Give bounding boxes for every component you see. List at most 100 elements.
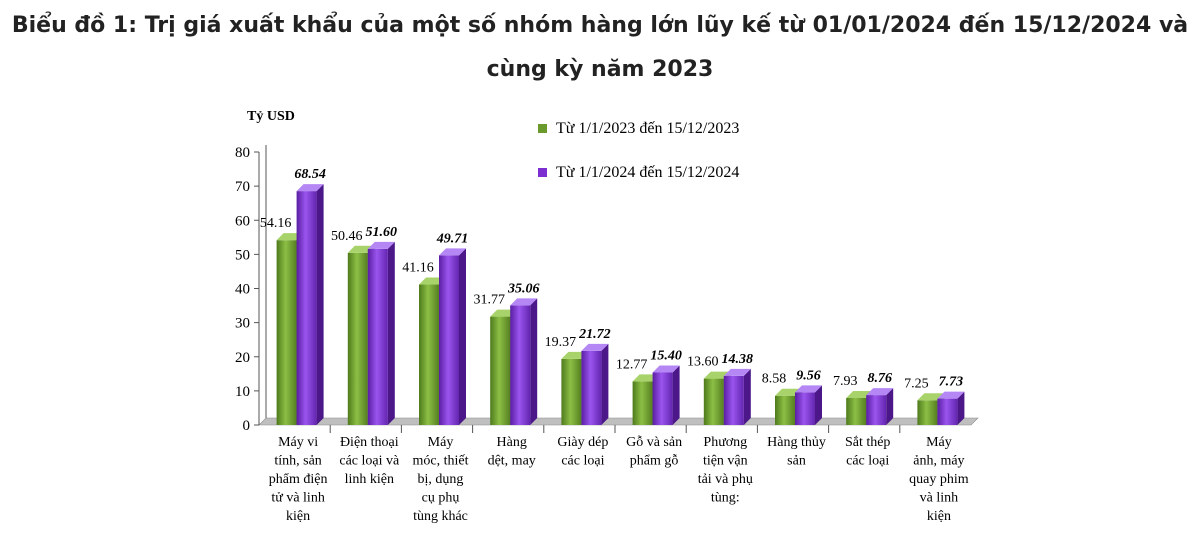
- data-label: 13.60: [687, 355, 719, 370]
- x-tick-label: bị, dụng: [418, 472, 464, 487]
- x-tick-label: phẩm điện: [269, 472, 328, 487]
- bar: [561, 358, 582, 425]
- x-tick-label: tùng khác: [413, 509, 468, 524]
- bar-side: [957, 391, 965, 425]
- bar-side: [459, 248, 466, 425]
- bar-top: [367, 241, 395, 249]
- x-tick-label: Điện thoại: [340, 435, 399, 450]
- bar: [775, 395, 795, 425]
- data-label: 7.25: [904, 376, 929, 391]
- x-tick-label: kiện: [927, 509, 951, 524]
- bar-top: [795, 385, 822, 393]
- data-label: 12.77: [616, 357, 648, 372]
- bar: [296, 191, 317, 425]
- bar-top: [510, 298, 538, 306]
- bar: [581, 350, 602, 425]
- y-tick-label: 80: [235, 145, 250, 161]
- x-tick-label: Sắt thép: [845, 435, 891, 450]
- x-tick-label: Máy vi: [278, 435, 318, 450]
- x-tick-label: Hàng: [497, 435, 527, 450]
- bar-top: [296, 184, 324, 192]
- bar: [276, 240, 297, 425]
- bar-side: [601, 343, 609, 425]
- data-label: 7.93: [833, 374, 858, 389]
- x-tick-label: dệt, may: [488, 454, 536, 469]
- y-tick-label: 60: [235, 213, 250, 229]
- bar: [917, 400, 938, 425]
- bar-side: [316, 184, 324, 425]
- legend-label: Từ 1/1/2024 đến 15/12/2024: [556, 164, 739, 181]
- x-tick-label: tùng:: [711, 491, 740, 506]
- chart-title-line-1: Biểu đồ 1: Trị giá xuất khẩu của một số …: [11, 13, 1189, 38]
- bar: [846, 397, 867, 425]
- data-label: 51.60: [366, 225, 398, 240]
- x-tick-label: tính, sản: [274, 454, 321, 469]
- x-tick-label: cụ phụ: [422, 491, 460, 506]
- x-tick-label: móc, thiết: [413, 454, 469, 469]
- y-tick-label: 70: [235, 179, 250, 195]
- bar-top: [937, 391, 965, 399]
- x-tick-label: tử và linh: [271, 491, 324, 506]
- bar: [439, 255, 459, 425]
- data-label: 68.54: [294, 167, 326, 182]
- x-tick-label: các loại: [846, 454, 889, 469]
- x-tick-label: quay phim: [909, 472, 969, 487]
- data-label: 41.16: [402, 261, 434, 276]
- bar-top: [439, 248, 466, 256]
- bar: [367, 248, 388, 425]
- chart-title-line-2: cùng kỳ năm 2023: [486, 57, 714, 82]
- data-label: 54.16: [260, 216, 292, 231]
- y-tick-label: 20: [235, 350, 250, 366]
- bar: [795, 392, 815, 425]
- bar-side: [815, 385, 822, 425]
- data-label: 9.56: [796, 368, 821, 383]
- x-tick-label: Gỗ và sản: [626, 435, 682, 450]
- x-tick-label: phẩm gỗ: [630, 454, 679, 469]
- y-tick-label: 0: [243, 418, 251, 434]
- bar-top: [866, 388, 894, 396]
- y-axis-title: Tỷ USD: [247, 109, 295, 124]
- y-tick-label: 40: [235, 282, 250, 298]
- x-tick-label: linh kiện: [345, 472, 394, 487]
- bar: [632, 381, 653, 425]
- y-tick-label: 30: [235, 316, 250, 332]
- bar: [510, 305, 531, 425]
- x-tick-label: ảnh, máy: [913, 454, 964, 469]
- bar-side: [672, 365, 680, 425]
- legend-label: Từ 1/1/2023 đến 15/12/2023: [556, 120, 739, 137]
- x-tick-label: tiện vận: [703, 454, 748, 469]
- data-label: 31.77: [473, 293, 505, 308]
- x-tick-label: các loại và: [339, 454, 400, 469]
- bar: [652, 372, 673, 425]
- bar: [937, 398, 958, 425]
- bar: [490, 316, 511, 425]
- bar: [703, 378, 724, 425]
- x-tick-label: Máy: [926, 435, 952, 450]
- x-tick-label: Máy: [428, 435, 454, 450]
- bar: [723, 375, 744, 425]
- bar: [347, 252, 368, 425]
- data-label: 14.38: [722, 352, 754, 367]
- bar: [866, 395, 887, 425]
- bar-side: [387, 241, 395, 425]
- data-label: 49.71: [436, 231, 469, 246]
- bar-top: [581, 343, 609, 351]
- x-tick-label: sản: [787, 454, 806, 469]
- data-label: 15.40: [650, 348, 682, 363]
- x-tick-label: kiện: [286, 509, 310, 524]
- bar-top: [652, 365, 680, 373]
- y-tick-label: 10: [235, 384, 250, 400]
- data-label: 19.37: [545, 335, 577, 350]
- bar-side: [530, 298, 538, 425]
- legend-swatch: [538, 124, 547, 133]
- x-tick-label: Hàng thủy: [767, 435, 826, 450]
- x-tick-label: tải và phụ: [698, 472, 753, 487]
- x-tick-label: Giày dép: [557, 435, 608, 450]
- data-label: 8.58: [762, 372, 787, 387]
- bar: [419, 284, 439, 425]
- data-label: 35.06: [507, 281, 540, 296]
- data-label: 7.73: [939, 375, 964, 390]
- x-tick-label: các loại: [561, 454, 604, 469]
- x-tick-label: Phương: [703, 435, 747, 450]
